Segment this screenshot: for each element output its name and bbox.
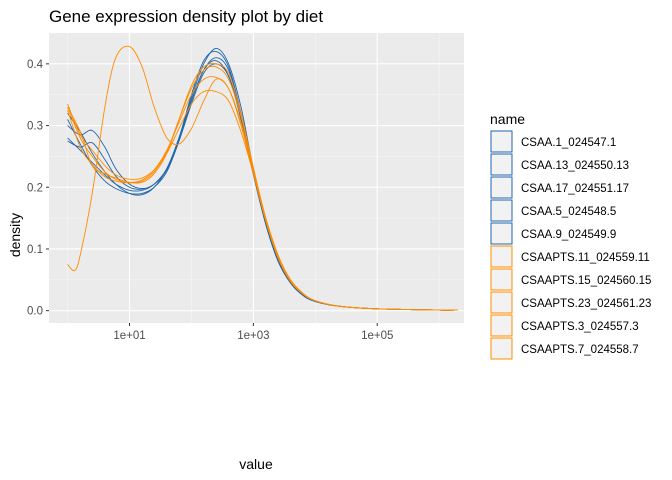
legend: name CSAA.1_024547.1 CSAA.13_024550.13 CSA… <box>490 111 651 360</box>
plot-panel <box>49 33 464 323</box>
legend-key-8 <box>490 291 513 314</box>
legend-key-5 <box>490 222 513 245</box>
legend-key-6 <box>490 245 513 268</box>
legend-label-10: CSAAPTS.7_024558.7 <box>521 344 639 356</box>
legend-title: name <box>490 111 525 127</box>
legend-label-4: CSAA.5_024548.5 <box>521 206 616 218</box>
series-lines <box>67 45 458 311</box>
legend-label-6: CSAAPTS.11_024559.11 <box>521 252 650 264</box>
legend-key-10 <box>490 337 513 360</box>
y-tick-label: 0.3 <box>27 121 43 133</box>
y-axis-title: density <box>7 213 23 257</box>
chart-title: Gene expression density plot by diet <box>49 7 323 26</box>
legend-key-3 <box>490 176 513 199</box>
x-tick-label: 1e+01 <box>113 330 145 342</box>
legend-key-7 <box>490 268 513 291</box>
legend-key-2 <box>490 153 513 176</box>
legend-key-9 <box>490 314 513 337</box>
x-axis-title: value <box>239 456 273 472</box>
legend-label-7: CSAAPTS.15_024560.15 <box>521 275 651 287</box>
y-tick-label: 0.0 <box>27 306 43 318</box>
series-line-10 <box>67 62 458 311</box>
y-tick-label: 0.4 <box>27 59 44 71</box>
y-tick-label: 0.1 <box>27 244 43 256</box>
y-axis: 0.0 0.1 0.2 0.3 0.4 <box>27 59 49 318</box>
x-tick-label: 1e+03 <box>237 330 269 342</box>
legend-label-5: CSAA.9_024549.9 <box>521 229 616 241</box>
legend-label-3: CSAA.17_024551.17 <box>521 183 629 195</box>
x-axis: 1e+01 1e+03 1e+05 <box>113 323 393 342</box>
legend-label-1: CSAA.1_024547.1 <box>521 137 616 149</box>
series-line-5 <box>67 57 458 311</box>
minor-gridlines <box>49 33 464 323</box>
legend-key-1 <box>490 130 513 153</box>
legend-label-2: CSAA.13_024550.13 <box>521 160 629 172</box>
legend-label-9: CSAAPTS.3_024557.3 <box>521 321 639 333</box>
legend-label-8: CSAAPTS.23_024561.23 <box>521 298 651 310</box>
y-tick-label: 0.2 <box>27 182 43 194</box>
legend-key-4 <box>490 199 513 222</box>
x-tick-label: 1e+05 <box>361 330 393 342</box>
